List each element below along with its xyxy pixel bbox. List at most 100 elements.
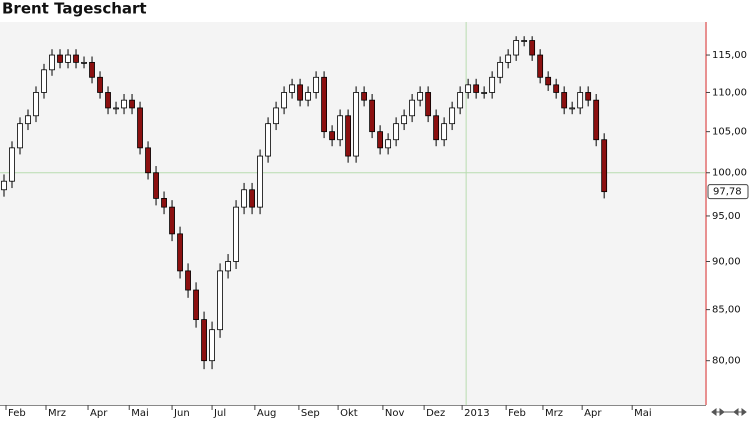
candle-body bbox=[161, 198, 167, 208]
candle-body bbox=[265, 123, 271, 157]
candle-body bbox=[209, 329, 215, 362]
candle-body bbox=[17, 123, 23, 149]
candle-body bbox=[361, 92, 368, 101]
y-tick-label: 115,00 bbox=[712, 50, 747, 61]
candle-body bbox=[385, 139, 392, 149]
candle-body bbox=[377, 131, 384, 149]
candle-body bbox=[201, 319, 207, 362]
x-tick-label: Aug bbox=[257, 408, 277, 419]
candle-body bbox=[369, 99, 376, 133]
candle-body bbox=[393, 123, 400, 141]
candle-body bbox=[145, 147, 151, 174]
x-tick-label: Mai bbox=[131, 408, 149, 419]
candle-body bbox=[289, 84, 295, 93]
candle-body bbox=[49, 54, 55, 71]
candle-body bbox=[9, 147, 15, 182]
x-tick-label: Apr bbox=[90, 408, 108, 419]
x-tick-label: Nov bbox=[385, 408, 405, 419]
candle-body bbox=[1, 180, 7, 191]
last-value-box bbox=[707, 184, 749, 200]
candle-body bbox=[561, 92, 568, 109]
candle-body bbox=[241, 189, 247, 208]
candle-body bbox=[153, 172, 159, 199]
x-tick-label: Jun bbox=[173, 408, 190, 419]
x-tick-label: Mrz bbox=[545, 408, 563, 419]
chart-title: Brent Tageschart bbox=[2, 0, 147, 18]
candle-body bbox=[449, 107, 456, 125]
x-tick-label: Okt bbox=[340, 408, 358, 419]
candle-body bbox=[249, 189, 255, 208]
candle-body bbox=[81, 61, 87, 64]
candle-body bbox=[233, 206, 239, 262]
x-tick-label: Feb bbox=[508, 408, 526, 419]
candle-body bbox=[57, 54, 63, 63]
candle-body bbox=[425, 92, 432, 117]
candle-body bbox=[601, 139, 608, 193]
candle-body bbox=[305, 92, 311, 101]
candle-body bbox=[113, 107, 119, 110]
plot-area bbox=[0, 22, 705, 405]
x-tick-label: Apr bbox=[584, 408, 602, 419]
last-value-label: 97,78 bbox=[713, 187, 742, 198]
x-tick-label: Mrz bbox=[48, 408, 66, 419]
candle-body bbox=[337, 115, 343, 141]
candle-body bbox=[41, 69, 47, 93]
candle-body bbox=[225, 261, 231, 272]
candle-body bbox=[353, 92, 360, 157]
candle-body bbox=[401, 115, 408, 125]
y-tick-label: 105,00 bbox=[712, 127, 747, 138]
candle-body bbox=[481, 92, 488, 94]
x-tick-label: Jul bbox=[213, 408, 226, 419]
candle-body bbox=[465, 84, 472, 93]
candle-body bbox=[329, 131, 335, 141]
x-tick-label: Mai bbox=[634, 408, 652, 419]
candle-body bbox=[97, 76, 103, 93]
y-tick-label: 110,00 bbox=[712, 87, 747, 98]
candle-body bbox=[313, 76, 319, 93]
candle-body bbox=[169, 206, 175, 235]
candle-body bbox=[489, 76, 496, 93]
candle-body bbox=[529, 40, 536, 56]
candle-body bbox=[217, 270, 223, 331]
x-tick-label: Feb bbox=[8, 408, 26, 419]
candle-body bbox=[137, 107, 143, 149]
candle-body bbox=[553, 84, 560, 93]
candle-body bbox=[409, 99, 416, 117]
candle-body bbox=[505, 54, 512, 63]
candle-body bbox=[273, 107, 279, 125]
candle-body bbox=[457, 92, 464, 109]
candle-body bbox=[185, 270, 191, 291]
candle-body bbox=[345, 115, 351, 157]
candle-body bbox=[569, 107, 576, 110]
candle-body bbox=[473, 84, 480, 93]
candle-body bbox=[129, 99, 135, 109]
candle-body bbox=[193, 289, 199, 320]
candle-body bbox=[321, 76, 327, 133]
candle-body bbox=[585, 92, 592, 101]
candle-body bbox=[521, 40, 528, 42]
candle-body bbox=[513, 40, 520, 56]
y-tick-label: 90,00 bbox=[712, 256, 741, 267]
y-tick-label: 85,00 bbox=[712, 305, 741, 316]
y-tick-label: 100,00 bbox=[712, 168, 747, 179]
x-tick-label: 2013 bbox=[464, 408, 489, 419]
candle-body bbox=[257, 155, 263, 208]
candle-body bbox=[89, 61, 95, 78]
x-tick-label: Dez bbox=[426, 408, 445, 419]
candle-body bbox=[121, 99, 127, 109]
candle-body bbox=[497, 61, 504, 78]
candle-body bbox=[297, 84, 303, 101]
candle-body bbox=[441, 123, 448, 141]
candle-body bbox=[65, 54, 71, 63]
candle-body bbox=[105, 92, 111, 109]
candle-body bbox=[281, 92, 287, 109]
candle-body bbox=[593, 99, 600, 141]
x-tick-label: Sep bbox=[301, 408, 320, 419]
y-tick-label: 95,00 bbox=[712, 211, 741, 222]
candle-body bbox=[417, 92, 424, 101]
candle-body bbox=[25, 115, 31, 125]
candle-body bbox=[545, 76, 552, 86]
candle-body bbox=[537, 54, 544, 78]
scroll-icons[interactable] bbox=[711, 408, 747, 416]
